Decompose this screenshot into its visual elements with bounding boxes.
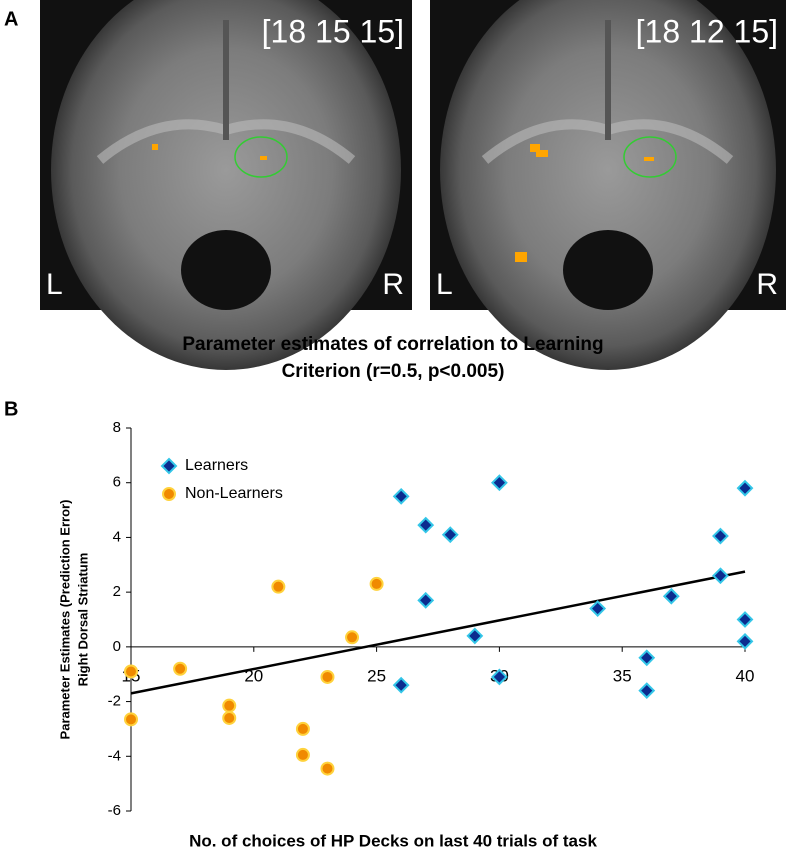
y-tick-label: -2 — [108, 693, 121, 710]
data-point — [490, 668, 508, 686]
data-point — [638, 649, 656, 667]
x-tick-label: 40 — [736, 666, 755, 685]
brain-image: [18 12 15] L R — [430, 0, 786, 370]
data-point — [124, 664, 138, 679]
data-point — [712, 567, 729, 585]
data-point — [124, 712, 138, 727]
data-point — [417, 516, 435, 534]
data-point — [736, 479, 754, 497]
legend-marker — [160, 457, 178, 475]
data-point — [392, 487, 410, 505]
data-point — [662, 587, 680, 605]
legend-marker — [162, 487, 176, 501]
hemisphere-left: L — [436, 268, 453, 301]
y-axis-label: Parameter Estimates (Prediction Error) — [57, 500, 72, 740]
data-point — [417, 591, 435, 609]
panel-label: A — [4, 8, 18, 30]
x-axis-label: No. of choices of HP Decks on last 40 tr… — [189, 831, 597, 850]
legend-label: Non-Learners — [185, 485, 283, 502]
data-point — [320, 761, 335, 776]
data-point — [222, 710, 237, 725]
data-point — [295, 721, 310, 736]
caption: Criterion (r=0.5, p<0.005) — [282, 361, 505, 382]
data-point — [392, 676, 410, 694]
y-tick-label: 6 — [113, 474, 121, 491]
y-tick-label: 0 — [113, 638, 121, 655]
data-point — [320, 669, 335, 684]
coordinates: [18 15 15] — [262, 13, 404, 49]
data-point — [589, 600, 607, 617]
data-point — [736, 611, 754, 628]
x-tick-label: 35 — [613, 666, 632, 685]
data-point — [441, 526, 459, 544]
hemisphere-right: R — [382, 268, 404, 301]
data-point — [295, 747, 310, 762]
data-point — [173, 661, 188, 676]
data-point — [222, 698, 237, 713]
data-point — [736, 632, 754, 650]
hemisphere-left: L — [46, 268, 63, 301]
data-point — [638, 682, 656, 700]
data-point — [271, 579, 286, 594]
y-tick-label: 2 — [113, 583, 121, 600]
panel-label: B — [4, 398, 18, 420]
hemisphere-right: R — [756, 268, 778, 301]
coordinates: [18 12 15] — [636, 13, 778, 49]
brain-image: [18 15 15] L R — [40, 0, 412, 370]
trend-line — [130, 570, 746, 695]
data-point — [345, 630, 360, 645]
y-axis-label: Right Dorsal Striatum — [75, 553, 90, 687]
data-point — [490, 474, 508, 492]
data-point — [369, 576, 384, 591]
caption: Parameter estimates of correlation to Le… — [182, 334, 603, 355]
legend-label: Learners — [185, 457, 248, 474]
y-tick-label: 8 — [113, 419, 121, 436]
legend-box — [152, 449, 314, 513]
y-tick-label: -6 — [108, 802, 121, 819]
data-point — [466, 627, 484, 645]
x-tick-label: 25 — [367, 666, 386, 685]
data-point — [712, 527, 729, 545]
y-tick-label: 4 — [113, 528, 121, 545]
y-tick-label: -4 — [108, 747, 121, 764]
